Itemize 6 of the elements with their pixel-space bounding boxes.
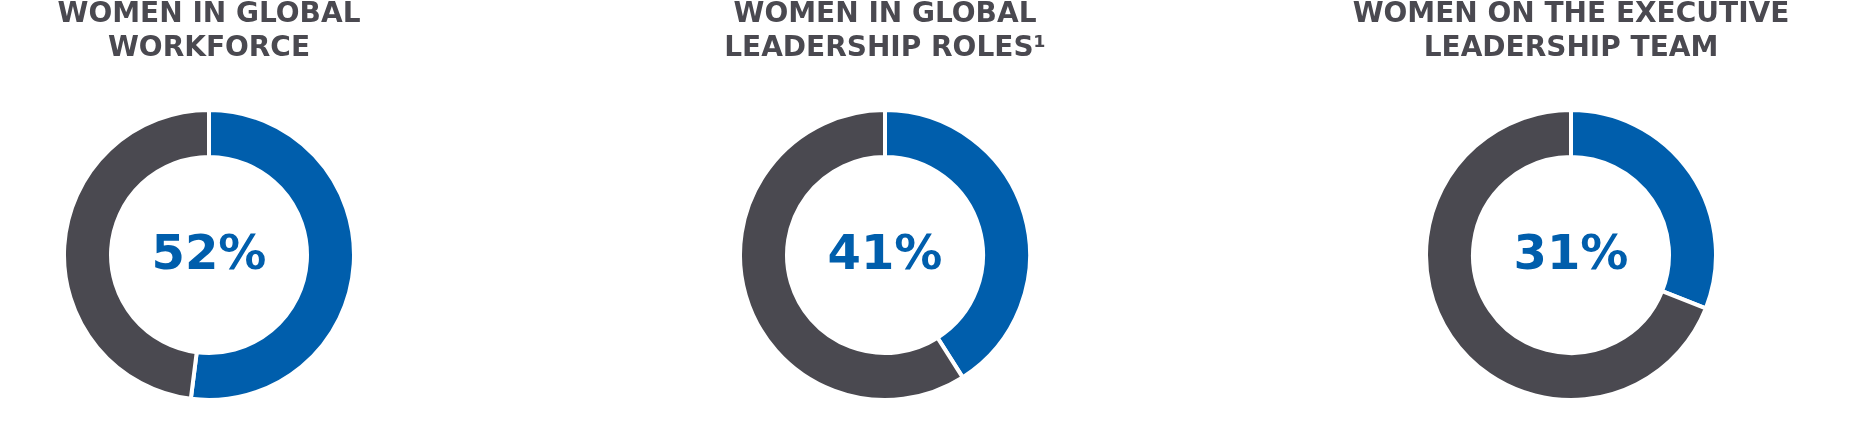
data-label: 31%: [1513, 224, 1629, 280]
chart-title: WOMEN ON THE EXECUTIVE LEADERSHIP TEAM: [1352, 0, 1790, 63]
chart-title: WOMEN IN GLOBAL LEADERSHIP ROLES¹: [724, 0, 1046, 63]
data-label: 41%: [827, 224, 943, 280]
data-label: 52%: [151, 224, 267, 280]
chart-title: WOMEN IN GLOBAL WORKFORCE: [57, 0, 361, 63]
